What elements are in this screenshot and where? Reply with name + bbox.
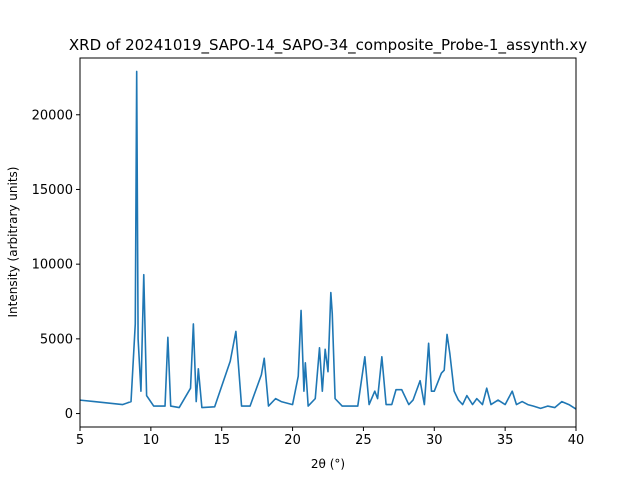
x-tick-label: 20: [284, 433, 301, 448]
axes-frame: [79, 57, 577, 428]
y-tick-label: 10000: [32, 258, 73, 273]
x-tick-label: 10: [143, 433, 160, 448]
x-tick-label: 40: [568, 433, 585, 448]
x-tick-label: 30: [426, 433, 443, 448]
tick-layer: 5 10 15 20 25 30 35 40 0 5000 10000 15000 20000: [32, 108, 585, 448]
x-tick-label: 35: [497, 433, 514, 448]
x-tick-label: 15: [213, 433, 230, 448]
data-layer: [79, 70, 577, 410]
y-tick-label: 0: [65, 407, 73, 422]
y-tick-label: 15000: [32, 183, 73, 198]
x-tick-label: 25: [355, 433, 372, 448]
x-axis-label: 2θ (°): [311, 457, 345, 471]
chart-title: XRD of 20241019_SAPO-14_SAPO-34_composit…: [69, 36, 587, 55]
y-axis-label: Intensity (arbitrary units): [6, 167, 20, 318]
series-line-0: [79, 70, 577, 410]
y-tick-label: 20000: [32, 108, 73, 123]
x-tick-label: 5: [76, 433, 84, 448]
y-tick-label: 5000: [40, 332, 73, 347]
